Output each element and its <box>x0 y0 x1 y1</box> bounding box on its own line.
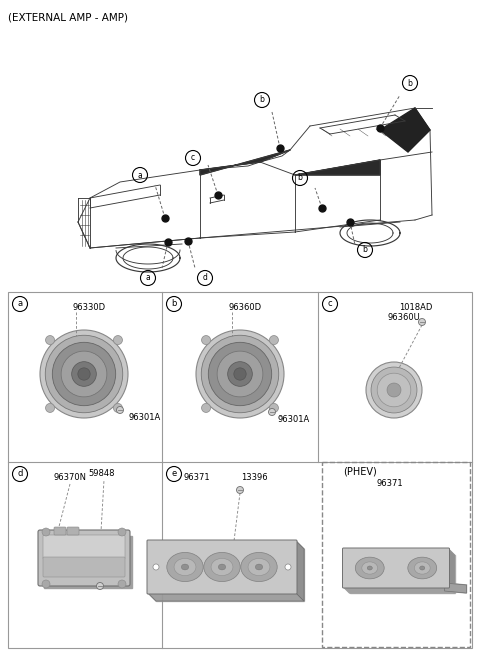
Ellipse shape <box>218 564 226 570</box>
Text: b: b <box>171 300 177 308</box>
Text: 59848: 59848 <box>89 470 115 478</box>
Text: (EXTERNAL AMP - AMP): (EXTERNAL AMP - AMP) <box>8 12 128 22</box>
Ellipse shape <box>362 562 378 574</box>
Ellipse shape <box>204 552 240 582</box>
Circle shape <box>118 528 126 536</box>
Circle shape <box>366 362 422 418</box>
Circle shape <box>285 564 291 570</box>
Ellipse shape <box>181 564 189 570</box>
Circle shape <box>113 336 122 344</box>
FancyBboxPatch shape <box>43 557 125 577</box>
Circle shape <box>61 351 107 397</box>
Text: e: e <box>171 470 177 478</box>
Polygon shape <box>448 549 455 593</box>
Circle shape <box>46 336 55 344</box>
Circle shape <box>237 487 243 493</box>
FancyBboxPatch shape <box>67 527 79 535</box>
FancyBboxPatch shape <box>343 548 449 588</box>
Text: 13396: 13396 <box>240 474 267 483</box>
Polygon shape <box>344 587 455 593</box>
Text: 96370N: 96370N <box>53 474 86 483</box>
Text: 96371: 96371 <box>184 474 210 483</box>
Ellipse shape <box>174 558 196 576</box>
Circle shape <box>40 330 128 418</box>
Text: 96360U: 96360U <box>388 314 420 323</box>
Circle shape <box>202 336 211 344</box>
Circle shape <box>371 367 417 413</box>
Text: a: a <box>17 300 23 308</box>
Circle shape <box>42 528 50 536</box>
Text: b: b <box>298 173 302 182</box>
Text: b: b <box>362 245 367 255</box>
Polygon shape <box>349 555 455 593</box>
Text: 96371: 96371 <box>377 480 403 489</box>
Ellipse shape <box>420 566 425 570</box>
FancyBboxPatch shape <box>43 535 125 559</box>
Circle shape <box>201 335 279 413</box>
Polygon shape <box>295 160 380 175</box>
Circle shape <box>269 403 278 413</box>
Polygon shape <box>200 150 290 175</box>
Ellipse shape <box>414 562 430 574</box>
Circle shape <box>42 580 50 588</box>
Text: a: a <box>145 274 150 283</box>
Circle shape <box>228 361 252 386</box>
Circle shape <box>52 342 116 405</box>
Circle shape <box>269 336 278 344</box>
Circle shape <box>45 335 123 413</box>
Polygon shape <box>296 541 304 601</box>
Circle shape <box>196 330 284 418</box>
Ellipse shape <box>355 557 384 579</box>
Circle shape <box>419 319 425 325</box>
Polygon shape <box>380 108 430 152</box>
Polygon shape <box>44 536 132 588</box>
Text: a: a <box>138 171 143 180</box>
Text: 96330D: 96330D <box>72 304 106 312</box>
Circle shape <box>387 383 401 397</box>
Text: d: d <box>17 470 23 478</box>
Circle shape <box>118 580 126 588</box>
Circle shape <box>78 368 90 380</box>
Circle shape <box>96 583 104 590</box>
Polygon shape <box>148 593 304 601</box>
Circle shape <box>117 407 123 413</box>
Bar <box>8 292 472 648</box>
FancyBboxPatch shape <box>147 540 297 594</box>
Circle shape <box>217 351 263 397</box>
Polygon shape <box>444 583 467 593</box>
Circle shape <box>234 368 246 380</box>
Ellipse shape <box>408 557 437 579</box>
FancyBboxPatch shape <box>54 527 66 535</box>
Text: 96301A: 96301A <box>278 415 310 424</box>
FancyBboxPatch shape <box>38 530 130 586</box>
Text: c: c <box>191 154 195 163</box>
Polygon shape <box>156 549 304 601</box>
Circle shape <box>46 403 55 413</box>
Circle shape <box>202 403 211 413</box>
Ellipse shape <box>211 558 233 576</box>
Circle shape <box>72 361 96 386</box>
Circle shape <box>113 403 122 413</box>
Text: d: d <box>203 274 207 283</box>
Text: 1018AD: 1018AD <box>399 304 432 312</box>
Text: 96301A: 96301A <box>129 413 161 422</box>
Ellipse shape <box>241 552 277 582</box>
Ellipse shape <box>367 566 372 570</box>
Text: b: b <box>408 79 412 87</box>
Text: 96360D: 96360D <box>228 304 262 312</box>
Ellipse shape <box>167 552 203 582</box>
Circle shape <box>268 409 276 415</box>
Circle shape <box>208 342 272 405</box>
Ellipse shape <box>255 564 263 570</box>
Circle shape <box>153 564 159 570</box>
Text: c: c <box>328 300 332 308</box>
Text: (PHEV): (PHEV) <box>343 467 377 477</box>
Text: b: b <box>260 96 264 104</box>
Circle shape <box>377 373 411 407</box>
Ellipse shape <box>248 558 270 576</box>
